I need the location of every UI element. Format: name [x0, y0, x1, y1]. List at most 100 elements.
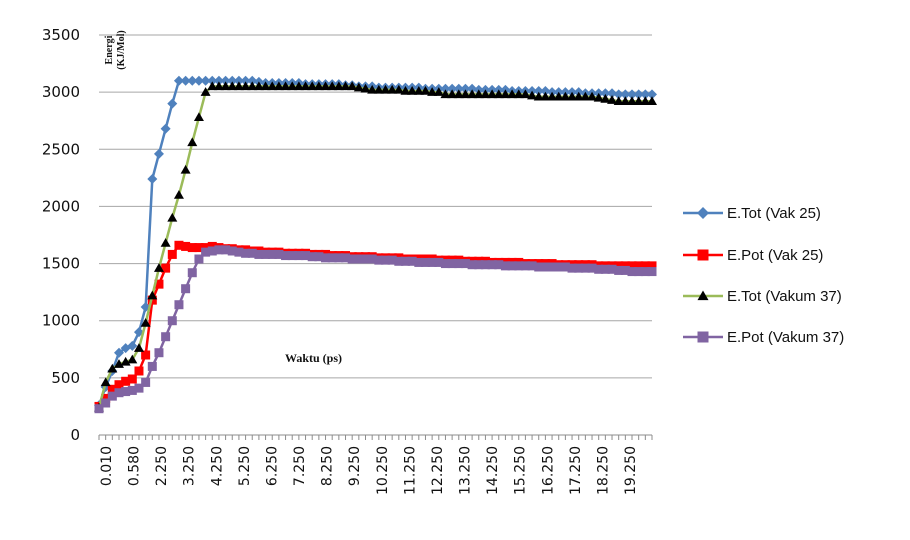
data-point	[314, 252, 324, 262]
data-point	[393, 84, 404, 94]
y-tick-label: 500	[51, 369, 80, 387]
legend-item: E.Pot (Vak 25)	[683, 247, 823, 264]
data-point	[540, 86, 551, 96]
data-point	[147, 290, 158, 300]
legend-label: E.Pot (Vak 25)	[727, 247, 823, 264]
data-point	[507, 89, 518, 99]
data-point	[474, 260, 484, 270]
data-point	[460, 83, 471, 94]
data-point	[187, 243, 197, 253]
data-point	[214, 245, 224, 255]
y-tick-label: 3500	[42, 26, 80, 44]
data-point	[180, 75, 191, 86]
data-point	[193, 75, 204, 86]
data-point	[141, 350, 151, 360]
data-point	[167, 212, 178, 222]
x-tick-label: 16.250	[540, 446, 556, 495]
data-point	[414, 257, 424, 267]
data-point	[427, 87, 438, 96]
data-point	[453, 89, 464, 99]
data-point	[333, 81, 344, 91]
data-point	[127, 374, 137, 384]
data-point	[320, 81, 331, 91]
data-point	[220, 81, 231, 91]
data-point	[247, 75, 258, 86]
y-axis-label: Energi (KJ/Mol)	[104, 30, 127, 69]
x-tick-label: 5.250	[237, 446, 253, 486]
data-point	[620, 261, 630, 271]
data-point	[261, 249, 271, 259]
data-point	[254, 249, 264, 259]
data-point	[127, 340, 138, 351]
data-point	[460, 89, 471, 99]
x-tick-label: 17.250	[568, 446, 584, 495]
data-point	[620, 96, 631, 106]
data-point	[281, 251, 291, 261]
data-point	[133, 343, 144, 352]
data-point	[587, 91, 598, 101]
data-point	[94, 404, 104, 414]
data-point	[634, 267, 644, 277]
data-point	[627, 89, 638, 100]
data-point	[347, 81, 358, 91]
data-point	[427, 257, 437, 267]
x-tick-label: 13.250	[458, 446, 474, 495]
data-point	[627, 96, 638, 106]
data-point	[313, 81, 324, 91]
data-point	[534, 262, 544, 272]
data-point	[607, 88, 618, 99]
data-point	[640, 96, 651, 106]
data-point	[101, 393, 111, 403]
data-point	[213, 81, 224, 91]
data-point	[367, 84, 378, 94]
data-point	[533, 86, 544, 96]
x-tick-label: 14.250	[485, 446, 501, 495]
data-point	[101, 398, 111, 408]
data-point	[540, 262, 550, 272]
data-point	[407, 86, 418, 95]
legend-label: E.Tot (Vak 25)	[727, 205, 821, 222]
x-tick-label: 0.580	[127, 446, 143, 486]
data-point	[580, 263, 590, 273]
x-tick-label: 4.250	[209, 446, 225, 486]
data-point	[367, 254, 377, 264]
data-point	[600, 88, 611, 99]
data-point	[533, 91, 544, 101]
data-point	[614, 261, 624, 271]
data-point	[387, 255, 397, 265]
data-point	[361, 254, 371, 264]
series-4	[94, 245, 657, 414]
data-point	[220, 75, 231, 86]
data-point	[374, 255, 384, 265]
data-point	[467, 83, 478, 94]
data-point	[113, 359, 124, 368]
data-point	[640, 89, 651, 100]
data-point	[594, 264, 604, 274]
data-point	[201, 243, 211, 253]
data-point	[233, 81, 244, 91]
data-point	[141, 377, 151, 387]
data-point	[187, 268, 197, 278]
data-point	[307, 81, 318, 91]
data-point	[507, 261, 517, 271]
data-point	[127, 354, 138, 364]
data-point	[547, 91, 558, 101]
data-point	[387, 84, 398, 94]
x-tick-label: 8.250	[320, 446, 336, 486]
data-point	[307, 252, 317, 262]
data-point	[347, 254, 357, 264]
data-point	[100, 377, 111, 387]
data-point	[327, 81, 338, 91]
data-point	[647, 267, 657, 277]
data-point	[587, 263, 597, 273]
data-point	[173, 190, 184, 199]
data-point	[247, 248, 257, 258]
data-point	[107, 391, 117, 401]
data-point	[127, 385, 137, 395]
data-point	[440, 259, 450, 269]
data-point	[513, 89, 524, 99]
data-point	[147, 361, 157, 371]
data-point	[633, 89, 644, 100]
data-point	[647, 261, 657, 271]
legend-item: E.Tot (Vak 25)	[683, 205, 821, 222]
